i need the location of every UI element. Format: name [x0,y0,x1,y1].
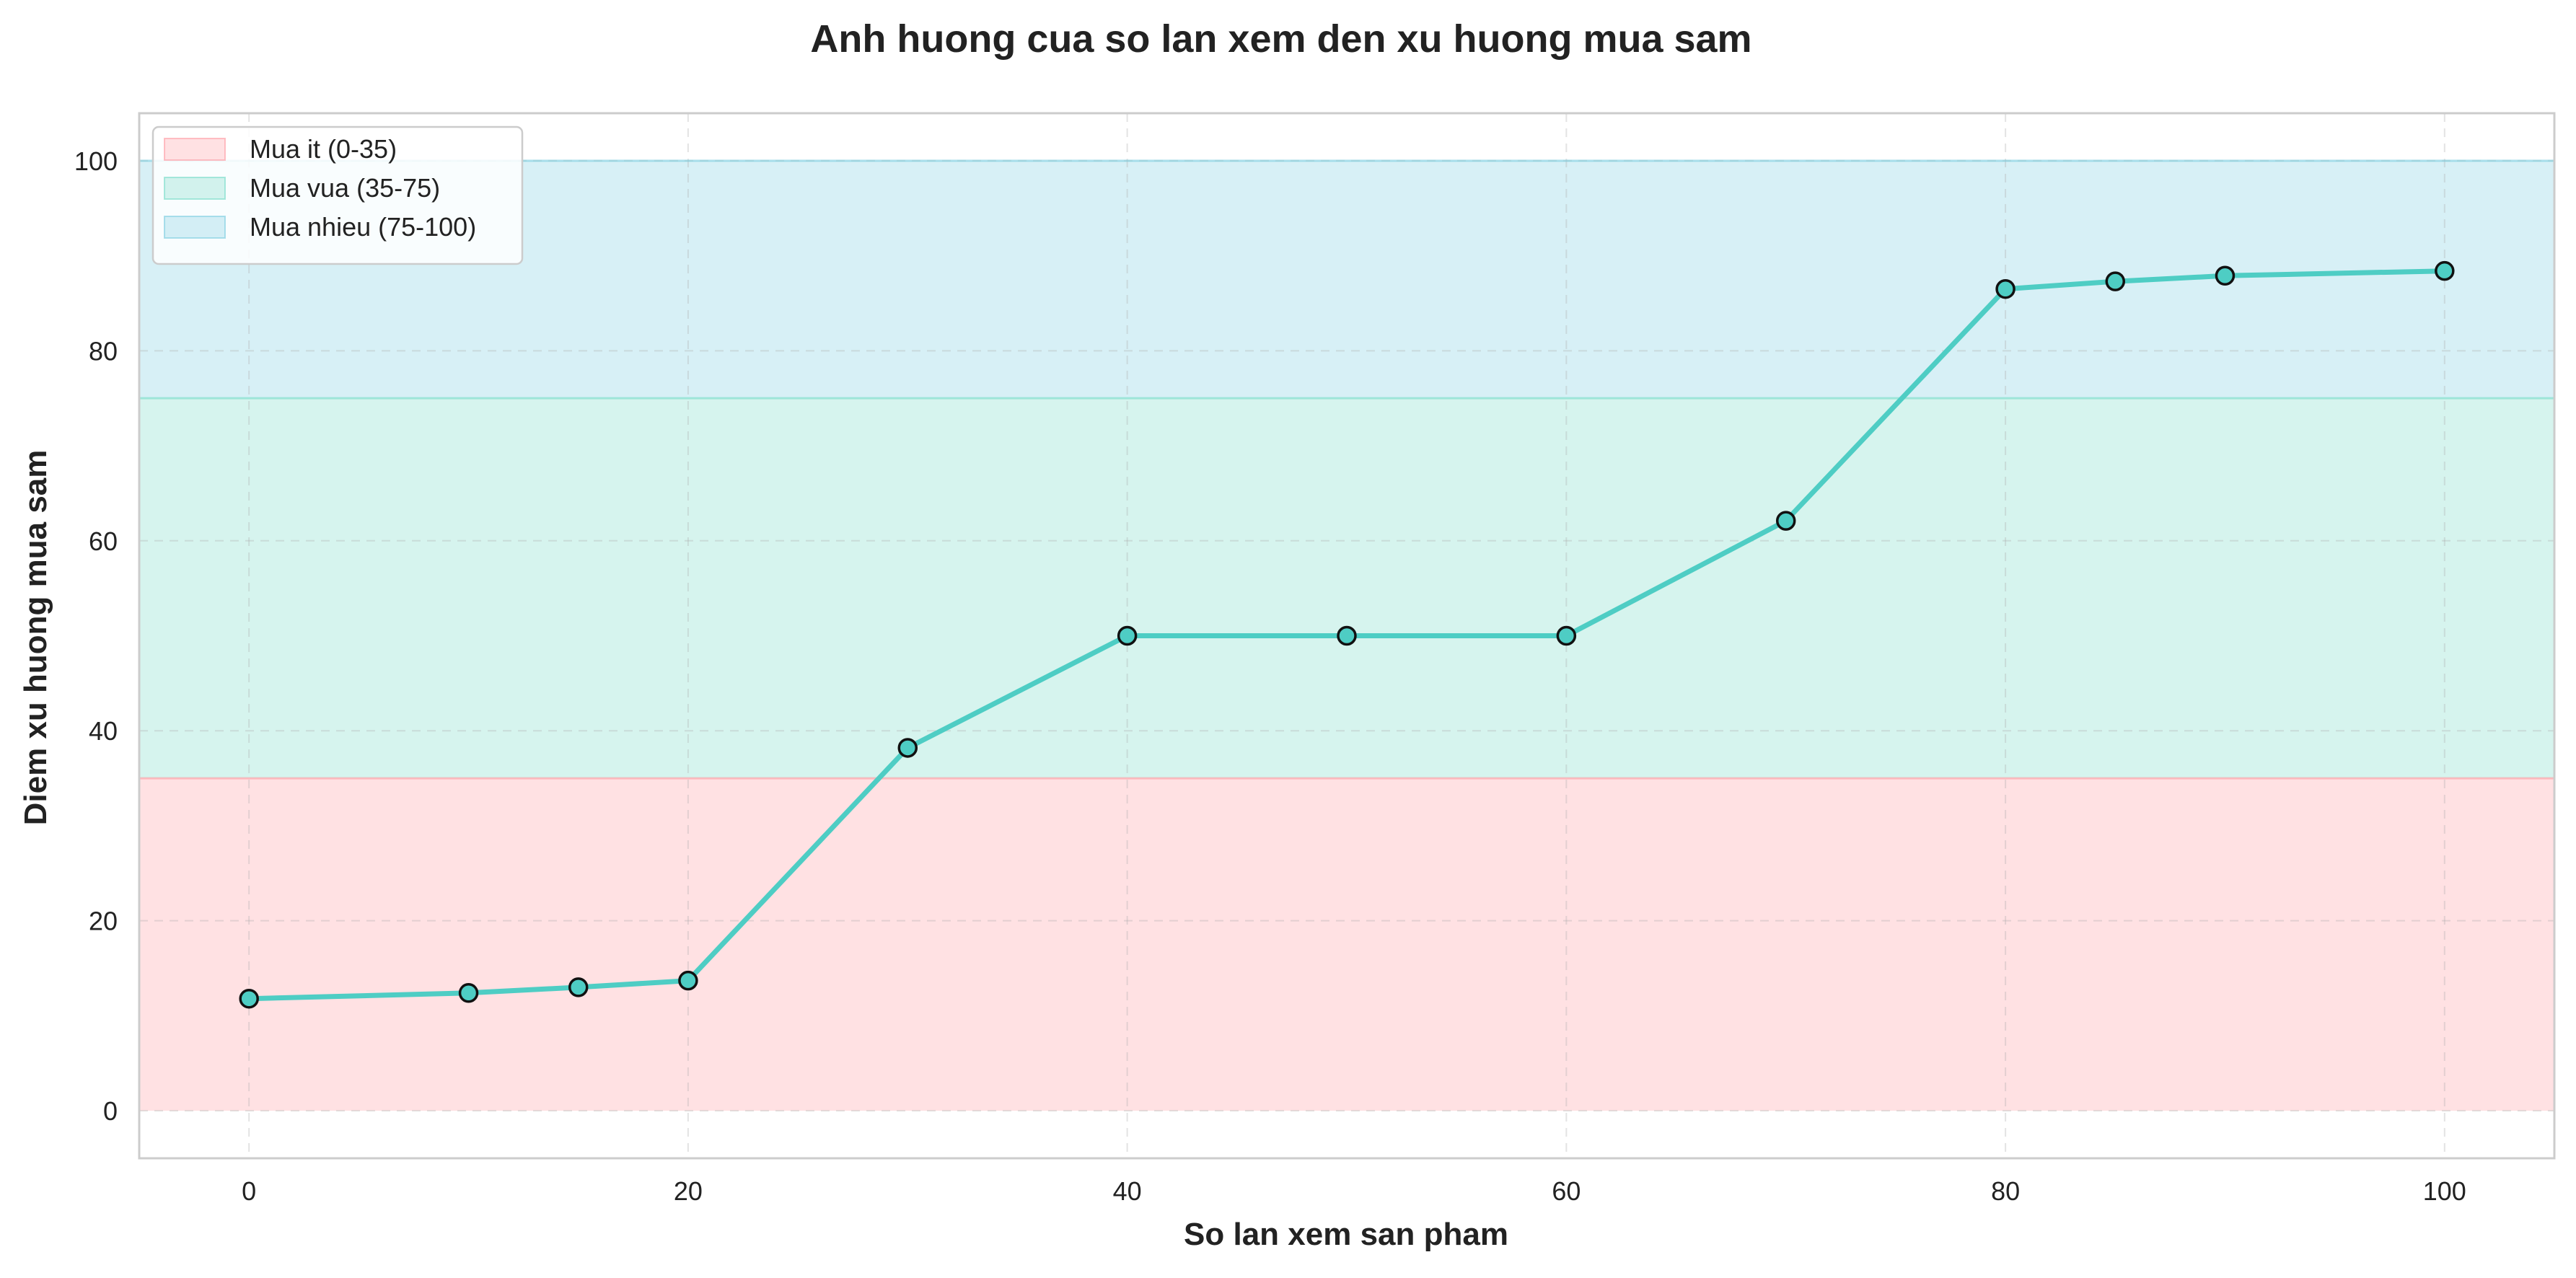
data-point [1556,625,1577,646]
x-tick-label: 100 [2423,1176,2466,1206]
data-point [568,977,589,997]
data-point [678,970,698,991]
legend-swatch-1 [164,138,226,161]
data-point [2215,265,2236,286]
y-tick-label: 0 [103,1096,118,1126]
legend-box [151,125,524,265]
data-point [1775,511,1796,531]
legend-swatch-3 [164,216,226,239]
data-point [239,988,259,1009]
band-1 [139,778,2554,1111]
y-axis-label: Diem xu huong mua sam [18,450,53,826]
band-2 [139,398,2554,779]
x-tick-label: 80 [1991,1176,2020,1206]
x-tick-label: 20 [674,1176,703,1206]
x-axis-label: So lan xem san pham [1184,1217,1508,1252]
y-tick-label: 60 [89,526,118,556]
y-tick-label: 80 [89,336,118,366]
y-tick-label: 100 [74,146,118,176]
plot-area [138,112,2556,1160]
legend-label-3: Mua nhieu (75-100) [250,212,476,242]
x-tick-labels: 0 20 40 60 80 100 [242,1176,2466,1206]
data-point [897,738,918,758]
y-tick-labels: 0 20 40 60 80 100 [74,146,118,1126]
data-point [1117,625,1138,646]
legend-label-2: Mua vua (35-75) [250,173,440,203]
legend-items: Mua it (0-35) Mua vua (35-75) Mua nhieu (7… [164,134,476,242]
data-point [1337,625,1357,646]
legend: Mua it (0-35) Mua vua (35-75) Mua nhieu (7… [151,125,524,265]
plot-frame [138,112,2556,1160]
data-point [2435,260,2455,281]
band-layer [139,160,2554,1111]
points-layer [239,260,2455,1009]
data-point [2105,271,2126,291]
chart-title: Anh huong cua so lan xem den xu huong mu… [810,17,1751,61]
data-point [458,983,479,1003]
y-tick-label: 40 [89,716,118,746]
band-boundary-layer [139,159,2554,780]
x-tick-label: 40 [1113,1176,1142,1206]
x-tick-label: 60 [1552,1176,1581,1206]
y-tick-label: 20 [89,907,118,936]
data-point [1995,278,2015,299]
x-tick-label: 0 [242,1176,256,1206]
legend-label-1: Mua it (0-35) [250,134,397,164]
legend-swatch-2 [164,177,226,200]
